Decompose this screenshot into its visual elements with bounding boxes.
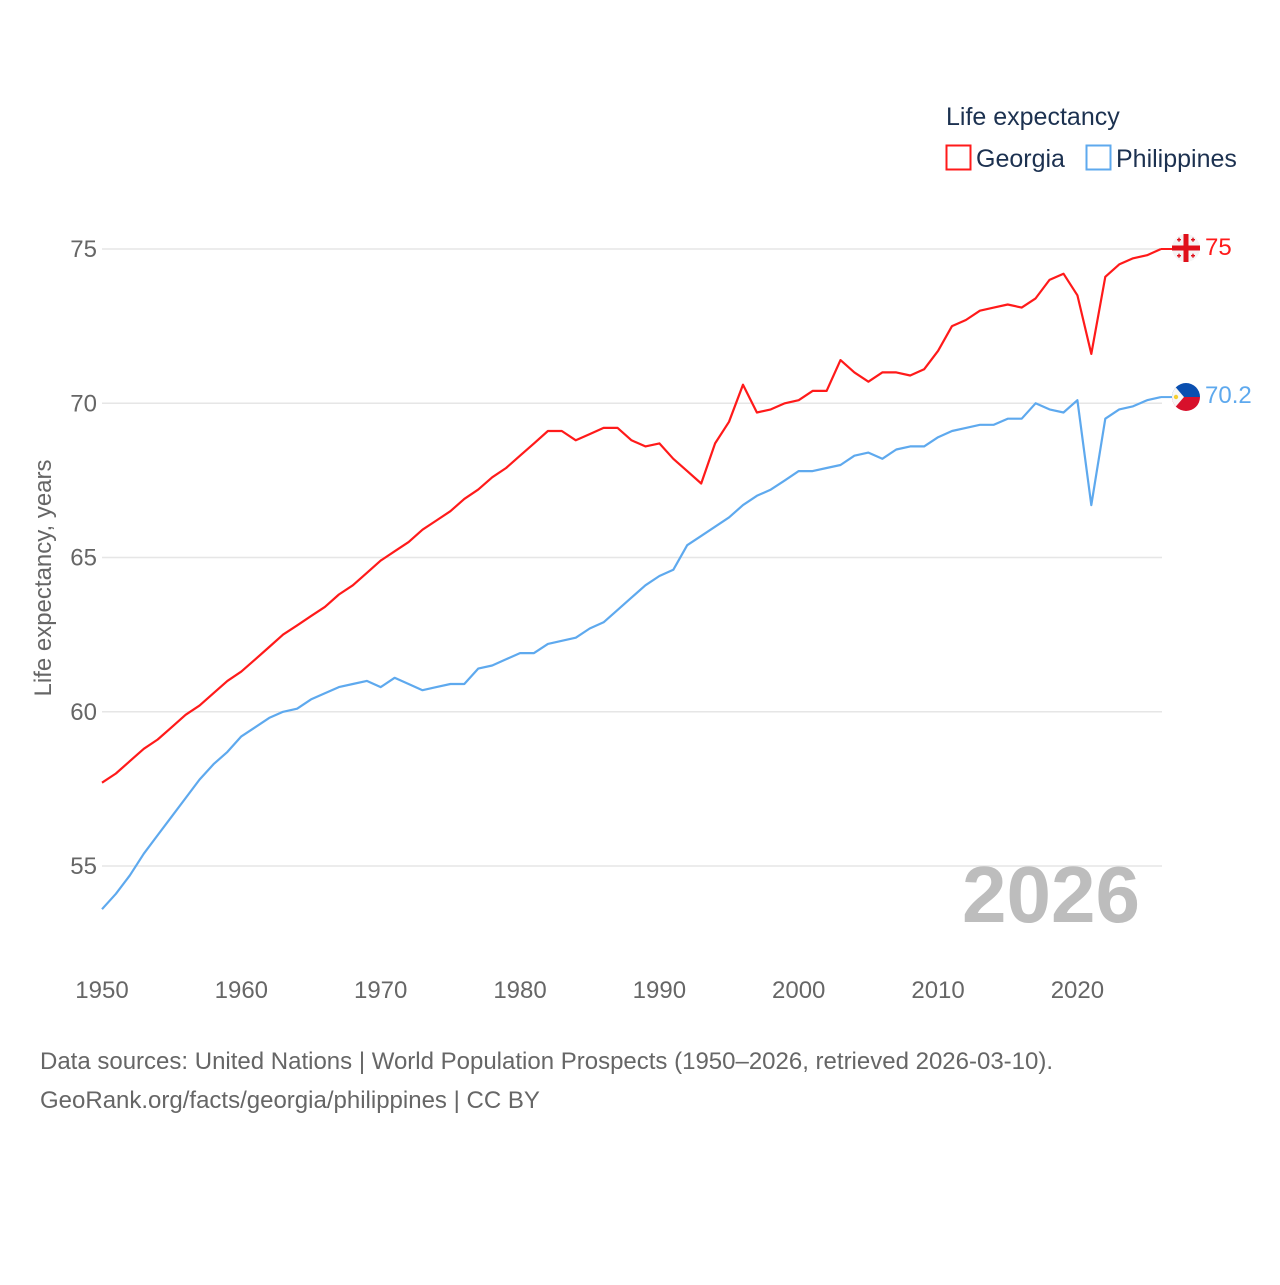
footer-link[interactable]: GeoRank.org/facts/georgia/philippines | … <box>40 1087 540 1114</box>
georgia-end-value: 75 <box>1205 234 1232 261</box>
x-tick-label: 2000 <box>772 977 825 1004</box>
y-tick-label: 70 <box>70 390 97 417</box>
legend-title: Life expectancy <box>946 103 1120 131</box>
x-tick-label: 1990 <box>633 977 686 1004</box>
legend: Life expectancy Georgia Philippines <box>945 103 1237 173</box>
legend-swatch-georgia <box>945 144 972 171</box>
philippines-end-value: 70.2 <box>1205 382 1252 409</box>
current-year-watermark: 2026 <box>962 850 1140 939</box>
y-axis-label: Life expectancy, years <box>30 459 57 696</box>
y-axis-ticks: 55 60 65 70 75 <box>70 236 97 880</box>
x-tick-label: 1960 <box>215 977 268 1004</box>
legend-item-philippines[interactable]: Philippines <box>1085 144 1237 173</box>
x-tick-label: 2010 <box>911 977 964 1004</box>
x-tick-label: 1950 <box>75 977 128 1004</box>
georgia-flag-icon <box>1172 234 1200 262</box>
legend-item-georgia[interactable]: Georgia <box>945 144 1066 173</box>
footer-source: Data sources: United Nations | World Pop… <box>40 1048 1053 1075</box>
grid-lines <box>102 248 1162 867</box>
y-tick-label: 75 <box>70 236 97 263</box>
series-lines <box>101 247 1172 910</box>
philippines-flag-icon <box>1172 383 1200 411</box>
series-line-philippines <box>101 396 1162 910</box>
y-tick-label: 60 <box>70 699 97 726</box>
series-line-georgia <box>101 247 1162 784</box>
legend-swatch-philippines <box>1085 144 1112 171</box>
legend-label-georgia: Georgia <box>976 145 1065 173</box>
x-tick-label: 2020 <box>1051 977 1104 1004</box>
legend-label-philippines: Philippines <box>1116 145 1237 173</box>
x-tick-label: 1980 <box>493 977 546 1004</box>
x-axis-ticks: 1950 1960 1970 1980 1990 2000 2010 2020 <box>75 977 1104 1004</box>
y-tick-label: 55 <box>70 853 97 880</box>
y-tick-label: 65 <box>70 545 97 572</box>
x-tick-label: 1970 <box>354 977 407 1004</box>
